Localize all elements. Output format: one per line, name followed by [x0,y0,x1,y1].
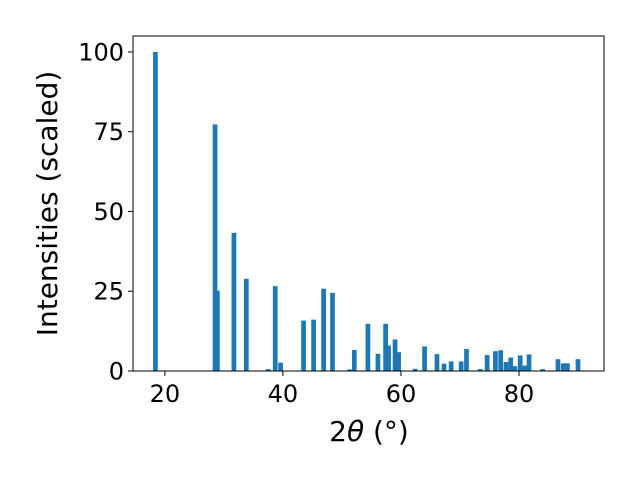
bar [464,348,469,371]
bar [434,354,440,371]
bar [412,368,418,371]
bar [422,346,427,371]
bar [301,320,306,371]
bar [212,124,218,371]
bar [522,365,528,371]
bar [560,363,566,371]
x-tick-label: 60 [386,380,417,408]
bar [508,357,514,371]
x-tick-label: 20 [150,380,181,408]
bar [517,355,523,371]
bar [555,359,561,371]
bar [311,319,316,371]
x-axis-label: 2θ (°) [329,415,409,448]
bar [540,369,545,371]
bar [231,232,237,371]
bar [375,353,381,371]
y-axis-ticks: 0 25 50 75 100 [78,38,133,386]
bar [347,369,352,371]
bar [526,354,532,371]
bar [441,363,447,371]
bar [321,288,326,371]
bar [493,351,498,371]
bar [503,362,509,371]
bar [383,323,388,371]
plot-frame [132,35,605,372]
bar [477,369,483,371]
bar [565,363,570,371]
bar [153,51,158,371]
bar [392,339,398,371]
bar [448,361,454,371]
bar [265,369,271,371]
bar [386,345,391,371]
bar [575,359,581,371]
bar [484,355,490,371]
x-axis-ticks: 20 40 60 80 [150,371,535,408]
bar [396,352,401,371]
bars-group [153,51,581,371]
bar [512,366,518,371]
y-tick-label: 50 [93,198,124,226]
bar [215,290,220,371]
y-tick-label: 0 [109,358,124,386]
x-tick-label: 40 [268,380,299,408]
y-tick-label: 25 [93,278,124,306]
bar [365,323,371,371]
y-tick-label: 75 [93,118,124,146]
bar [278,362,283,371]
x-tick-label: 80 [504,380,535,408]
bar [351,349,357,371]
bar [272,286,278,371]
bar [458,361,464,371]
bar [330,292,335,371]
y-axis-label: Intensities (scaled) [31,71,64,337]
y-tick-label: 100 [78,38,124,66]
bar [498,350,504,371]
bar [243,278,249,371]
